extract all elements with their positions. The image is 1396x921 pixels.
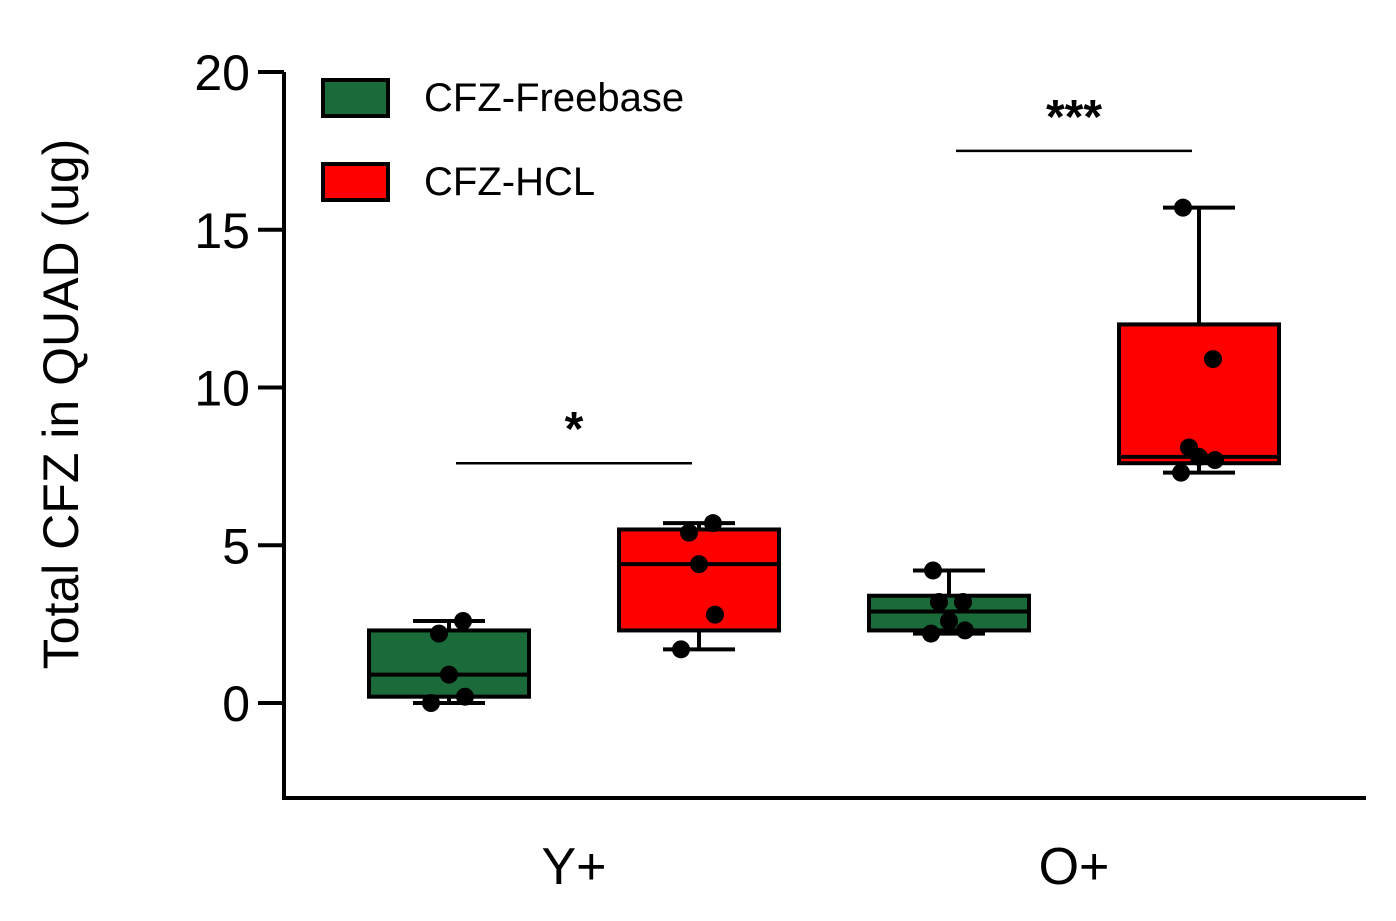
box — [367, 628, 531, 699]
data-point — [672, 640, 690, 659]
series-1 — [617, 198, 1281, 659]
box-group — [1117, 198, 1281, 482]
data-point — [940, 611, 958, 630]
box-group — [367, 611, 531, 712]
data-point — [1206, 451, 1224, 470]
data-point — [680, 523, 698, 542]
data-point — [440, 665, 458, 684]
data-point — [1172, 463, 1190, 482]
significance-label: *** — [1046, 91, 1102, 144]
legend-swatch — [321, 162, 390, 202]
data-point — [1180, 438, 1198, 457]
data-point — [1174, 198, 1192, 217]
series-0 — [367, 561, 1031, 712]
data-point — [704, 514, 722, 533]
axes: 0 5 10 15 20 Y+ O+ — [194, 45, 1366, 896]
data-point — [956, 621, 974, 640]
y-tick-label: 5 — [222, 518, 250, 574]
data-point — [1204, 350, 1222, 369]
data-point — [422, 694, 440, 712]
data-point — [954, 593, 972, 612]
legend: CFZ-Freebase CFZ-HCL — [321, 76, 684, 204]
box-group — [867, 561, 1031, 643]
data-point — [690, 555, 708, 574]
x-category-label: Y+ — [541, 838, 606, 896]
legend-label: CFZ-Freebase — [424, 76, 684, 120]
legend-swatch — [321, 78, 390, 118]
data-point — [430, 624, 448, 643]
data-point — [454, 611, 472, 630]
y-tick-label: 0 — [222, 676, 250, 732]
data-point — [924, 561, 942, 580]
y-tick-label: 10 — [194, 361, 250, 417]
data-point — [922, 624, 940, 643]
significance-annotations: **** — [456, 91, 1192, 465]
box-series — [367, 198, 1281, 712]
y-axis-title: Total CFZ in QUAD (ug) — [33, 139, 89, 670]
legend-label: CFZ-HCL — [424, 160, 595, 204]
box — [617, 527, 781, 633]
data-point — [706, 605, 724, 624]
data-point — [456, 687, 474, 706]
significance-label: * — [565, 403, 584, 456]
x-category-label: O+ — [1039, 838, 1110, 896]
data-point — [930, 593, 948, 612]
box-group — [617, 514, 781, 659]
y-tick-label: 15 — [194, 203, 250, 259]
box — [1117, 322, 1281, 466]
y-tick-label: 20 — [194, 45, 250, 101]
